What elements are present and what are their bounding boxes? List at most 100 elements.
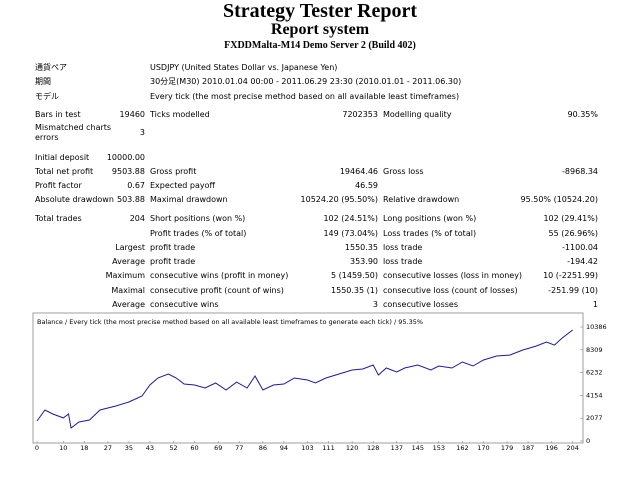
cell-label: Gross loss <box>383 167 424 176</box>
cell-label: Expected payoff <box>150 181 215 190</box>
cell-label: consecutive wins (profit in money) <box>150 271 289 280</box>
chart-frame <box>32 312 584 444</box>
cell-label: loss trade <box>383 257 423 266</box>
y-tick-label: 8309 <box>586 346 603 354</box>
cell-value: 95.50% (10524.20) <box>520 195 598 204</box>
y-tick-label: 6232 <box>586 369 603 377</box>
cell-value: 3 <box>139 128 145 137</box>
y-tick-label: 2077 <box>586 414 603 422</box>
x-tick-label: 69 <box>214 444 222 452</box>
report-subtitle: Report system <box>270 21 370 38</box>
cell-value: 55 (26.96%) <box>548 229 598 238</box>
cell-value: 46.59 <box>355 181 378 190</box>
x-tick-label: 196 <box>546 444 558 452</box>
cell-label: 30分足(M30) 2010.01.04 00:00 - 2011.06.29 … <box>150 77 462 86</box>
cell-label: Every tick (the most precise method base… <box>150 92 460 101</box>
cell-label: 通貨ペア <box>35 63 67 72</box>
cell-label: Relative drawdown <box>383 195 460 204</box>
cell-label: loss trade <box>383 243 423 252</box>
cell-value: 1550.35 (1) <box>331 286 378 295</box>
cell-label: Long positions (won %) <box>383 214 477 223</box>
balance-line <box>36 329 574 429</box>
cell-value: 204 <box>129 214 145 223</box>
y-tick-label: 10386 <box>586 323 607 331</box>
cell-value: Largest <box>115 243 145 252</box>
cell-label: Maximal drawdown <box>150 195 228 204</box>
x-tick-label: 60 <box>190 444 198 452</box>
x-tick-label: 35 <box>125 444 133 452</box>
cell-value: -1100.04 <box>562 243 598 252</box>
cell-label: モデル <box>35 92 59 101</box>
x-tick-label: 170 <box>477 444 489 452</box>
cell-label: Modelling quality <box>383 110 452 119</box>
x-tick-label: 204 <box>567 444 579 452</box>
x-tick-label: 103 <box>301 444 313 452</box>
cell-value: 7202353 <box>342 110 378 119</box>
cell-label: consecutive loss (count of losses) <box>383 286 518 295</box>
cell-label: profit trade <box>150 243 196 252</box>
cell-value: 102 (24.51%) <box>323 214 378 223</box>
x-tick-label: 162 <box>456 444 468 452</box>
x-tick-label: 137 <box>391 444 403 452</box>
report-title: Strategy Tester Report <box>222 0 418 22</box>
y-tick-label: 0 <box>586 437 590 445</box>
cell-label: Gross profit <box>150 167 197 176</box>
x-tick-label: 145 <box>412 444 424 452</box>
chart-title: Balance / Every tick (the most precise m… <box>37 318 423 326</box>
x-tick-label: 86 <box>259 444 267 452</box>
cell-value: 503.88 <box>117 195 145 204</box>
cell-value: Maximum <box>105 271 145 280</box>
cell-value: -194.42 <box>567 257 598 266</box>
x-tick-label: 18 <box>80 444 88 452</box>
cell-value: 149 (73.04%) <box>323 229 378 238</box>
cell-value: 353.90 <box>350 257 378 266</box>
x-tick-label: 179 <box>501 444 513 452</box>
cell-value: 10 (-2251.99) <box>543 271 598 280</box>
cell-value: 102 (29.41%) <box>543 214 598 223</box>
x-tick-label: 27 <box>104 444 112 452</box>
cell-label: consecutive losses (loss in money) <box>383 271 523 280</box>
x-tick-label: 10 <box>59 444 67 452</box>
cell-label: Loss trades (% of total) <box>383 229 477 238</box>
cell-value: Average <box>112 257 145 266</box>
x-tick-label: 111 <box>322 444 334 452</box>
x-tick-label: 77 <box>235 444 243 452</box>
cell-value: 3 <box>372 300 378 309</box>
y-tick-label: 4154 <box>586 391 603 399</box>
cell-label: Initial deposit <box>35 153 90 162</box>
cell-value: 10000.00 <box>106 153 145 162</box>
cell-value: 19460 <box>119 110 145 119</box>
cell-label: Profit trades (% of total) <box>150 229 247 238</box>
x-tick-label: 0 <box>35 444 39 452</box>
x-tick-label: 120 <box>346 444 358 452</box>
cell-value: 0.67 <box>127 181 145 190</box>
cell-label: Total trades <box>35 214 82 223</box>
cell-label: Total net profit <box>35 167 94 176</box>
cell-label: Ticks modelled <box>150 110 210 119</box>
cell-label: 期間 <box>35 77 51 86</box>
cell-label: Mismatched charts errors <box>35 123 112 142</box>
x-tick-label: 128 <box>367 444 379 452</box>
cell-value: Average <box>112 300 145 309</box>
cell-value: 5 (1459.50) <box>331 271 378 280</box>
cell-value: 10524.20 (95.50%) <box>300 195 378 204</box>
x-tick-label: 187 <box>522 444 534 452</box>
cell-label: Bars in test <box>35 110 81 119</box>
cell-value: -8968.34 <box>562 167 598 176</box>
x-tick-label: 153 <box>433 444 445 452</box>
cell-value: 1 <box>592 300 598 309</box>
cell-value: Maximal <box>111 286 145 295</box>
cell-value: 1550.35 <box>344 243 378 252</box>
cell-value: -251.99 (10) <box>548 286 598 295</box>
x-tick-label: 94 <box>280 444 288 452</box>
cell-label: USDJPY (United States Dollar vs. Japanes… <box>150 63 338 72</box>
x-tick-label: 43 <box>146 444 154 452</box>
cell-label: consecutive profit (count of wins) <box>150 286 284 295</box>
server-name: FXDDMalta-M14 Demo Server 2 (Build 402) <box>224 40 416 51</box>
cell-label: consecutive losses <box>383 300 459 309</box>
cell-value: 90.35% <box>567 110 598 119</box>
cell-label: Short positions (won %) <box>150 214 246 223</box>
cell-value: 9503.88 <box>111 167 145 176</box>
